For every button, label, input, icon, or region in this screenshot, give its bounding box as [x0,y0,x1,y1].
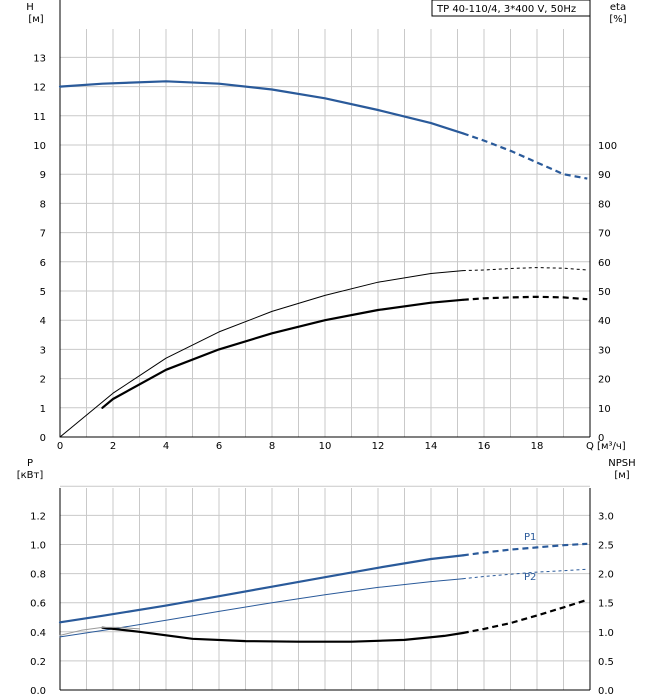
bottom-y-left-tick: 0.6 [30,599,46,610]
bottom-y-left-tick: 0.0 [30,686,46,697]
top-y-left-tick: 12 [33,83,46,94]
bottom-y-right-tick: 1.5 [598,599,614,610]
top-y-left-tick: 11 [33,112,46,123]
top-x-tick: 18 [531,441,544,452]
top-y-right-tick: 90 [598,170,611,181]
top-series-1-dashed [462,295,588,301]
top-y-left-tick: 3 [40,345,46,356]
top-series-0-solid [58,80,464,135]
top-x-tick: 4 [163,441,169,452]
top-y-left-tick: 9 [40,170,46,181]
top-y-left-label: H [26,2,34,13]
top-series-2-dashed [462,267,588,272]
bottom-y-left-label: P [27,458,33,469]
bottom-y-right-tick: 2.5 [598,541,614,552]
top-x-tick: Q [м³/ч] [586,441,626,452]
bottom-series-2-dashed [462,598,588,635]
top-x-tick: 0 [57,441,63,452]
bottom-series-0-dashed [462,542,588,557]
top-y-left-tick: 1 [40,404,46,415]
series-label-p1: P1 [524,532,536,543]
bottom-y-left-tick: 1.0 [30,541,46,552]
top-x-tick: 2 [110,441,116,452]
top-y-right-unit: [%] [609,14,626,25]
top-x-tick: 12 [372,441,385,452]
bottom-series-1-solid [59,578,464,638]
top-y-left-tick: 4 [40,316,46,327]
bottom-y-left-tick: 0.4 [30,628,46,639]
top-x-tick: 16 [478,441,491,452]
bottom-y-right-unit: [м] [614,470,629,481]
top-y-left-tick: 10 [33,141,46,152]
top-y-left-tick: 5 [40,287,46,298]
top-y-left-tick: 7 [40,229,46,240]
top-y-right-tick: 70 [598,229,611,240]
top-x-tick: 8 [269,441,275,452]
top-series-0-dashed [462,132,588,180]
text-layer: 0123456789101112130102030405060708090100… [30,53,626,697]
grid-layer [60,29,590,690]
top-y-left-tick: 2 [40,375,46,386]
bottom-series-2-solid [101,626,464,643]
top-series-1-solid [101,298,464,409]
top-y-right-tick: 80 [598,199,611,210]
bottom-series-3-solid [59,626,140,636]
bottom-series-0-solid [58,554,464,624]
series-layer [58,80,588,643]
top-y-right-tick: 50 [598,287,611,298]
bottom-y-right-tick: 0.5 [598,657,614,668]
top-y-right-tick: 30 [598,345,611,356]
top-x-tick: 6 [216,441,222,452]
series-label-p2: P2 [524,572,536,583]
bottom-series-1-dashed [462,568,588,580]
top-y-left-tick: 0 [40,433,46,444]
top-y-left-tick: 6 [40,258,46,269]
bottom-y-right-tick: 1.0 [598,628,614,639]
bottom-y-right-tick: 2.0 [598,570,614,581]
bottom-y-right-tick: 0.0 [598,686,614,697]
top-x-tick: 10 [319,441,332,452]
bottom-y-right-label: NPSH [608,458,635,469]
top-y-left-tick: 13 [33,53,46,64]
title-box [431,0,591,17]
chart-title: TP 40-110/4, 3*400 V, 50Hz [436,4,576,15]
top-y-right-tick: 100 [598,141,617,152]
frame-layer [59,0,591,691]
top-y-right-tick: 20 [598,375,611,386]
bottom-y-left-tick: 0.8 [30,570,46,581]
bottom-y-left-tick: 0.2 [30,657,46,668]
top-y-right-tick: 60 [598,258,611,269]
top-y-left-tick: 8 [40,199,46,210]
bottom-y-left-tick: 1.2 [30,511,46,522]
bottom-y-left-unit: [кВт] [17,470,44,481]
top-y-right-tick: 10 [598,404,611,415]
top-x-tick: 14 [425,441,438,452]
bottom-y-right-tick: 3.0 [598,511,614,522]
top-y-right-label: eta [610,2,626,13]
top-y-right-tick: 40 [598,316,611,327]
top-y-right-tick: 0 [598,433,604,444]
top-y-left-unit: [м] [28,14,43,25]
top-series-2-solid [59,270,464,438]
